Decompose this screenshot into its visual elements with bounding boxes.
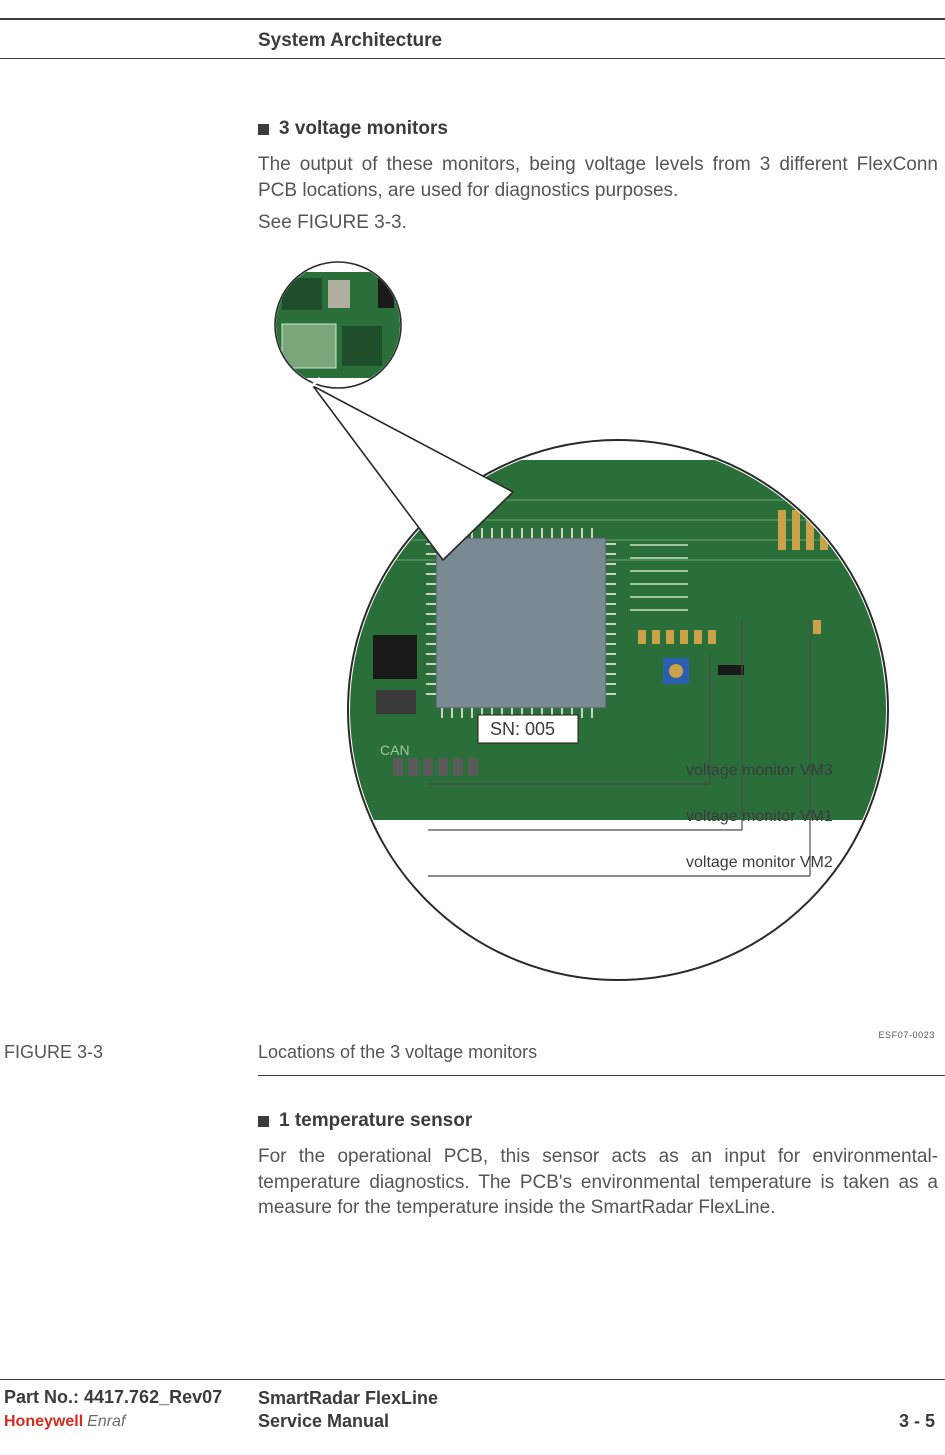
bullet-voltage-monitors: 3 voltage monitors: [258, 118, 448, 140]
figure-label: FIGURE 3-3: [4, 1042, 103, 1063]
square-bullet-icon: [258, 1116, 269, 1127]
callout-vm3: voltage monitor VM3: [686, 760, 833, 782]
figure-caption-rule: [258, 1075, 945, 1076]
page: System Architecture 3 voltage monitors T…: [0, 0, 945, 1455]
footer-part-no: Part No.: 4417.762_Rev07: [4, 1387, 222, 1408]
sn-label: SN: 005: [490, 719, 555, 739]
footer-rule: [0, 1379, 945, 1380]
callout-vm2: voltage monitor VM2: [686, 852, 833, 874]
paragraph-voltage-monitors: The output of these monitors, being volt…: [258, 152, 938, 203]
footer-doc-title: SmartRadar FlexLine Service Manual: [258, 1387, 438, 1434]
footer-doc-line2: Service Manual: [258, 1411, 389, 1431]
brand-honeywell: Honeywell: [4, 1413, 83, 1430]
footer-page-number: 3 - 5: [899, 1411, 935, 1432]
footer-brand: HoneywellEnraf: [4, 1413, 125, 1431]
figure-ref-code: ESF07-0023: [878, 1030, 935, 1040]
bullet-title: 3 voltage monitors: [279, 118, 448, 140]
callout-vm1: voltage monitor VM1: [686, 806, 833, 828]
bullet-temperature-sensor: 1 temperature sensor: [258, 1110, 472, 1132]
see-figure-text: See FIGURE 3-3.: [258, 210, 938, 236]
header-rule-top: [0, 18, 945, 20]
bullet-title: 1 temperature sensor: [279, 1110, 472, 1132]
svg-text:CAN: CAN: [380, 742, 410, 758]
footer: Part No.: 4417.762_Rev07 HoneywellEnraf …: [4, 1387, 935, 1435]
header-rule-bottom: [0, 58, 945, 59]
footer-doc-line1: SmartRadar FlexLine: [258, 1388, 438, 1408]
brand-enraf: Enraf: [87, 1413, 125, 1430]
figure-svg: SN: 005 CAN: [258, 260, 938, 1030]
section-title: System Architecture: [258, 30, 442, 52]
figure-caption-row: FIGURE 3-3 Locations of the 3 voltage mo…: [0, 1042, 945, 1072]
figure-caption: Locations of the 3 voltage monitors: [258, 1042, 537, 1063]
figure-3-3: SN: 005 CAN: [258, 260, 938, 1030]
paragraph-temperature-sensor: For the operational PCB, this sensor act…: [258, 1144, 938, 1221]
square-bullet-icon: [258, 124, 269, 135]
